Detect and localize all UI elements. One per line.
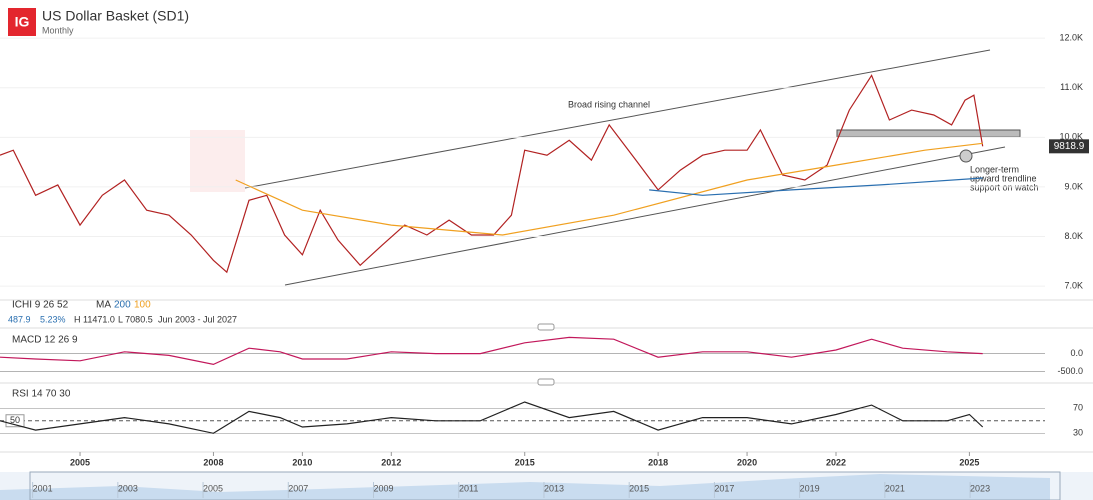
series-line	[235, 142, 983, 236]
indicator-label: MACD 12 26 9	[12, 335, 78, 346]
y-tick-label: 8.0K	[1064, 231, 1083, 241]
y-tick-label: 10.0K	[1059, 132, 1083, 142]
y-tick-label: 7.0K	[1064, 280, 1083, 290]
x-tick-label: 2022	[826, 457, 846, 467]
x-tick-label: 2020	[737, 457, 757, 467]
y-tick-label: 12.0K	[1059, 33, 1083, 43]
chart-title: US Dollar Basket (SD1)	[42, 8, 189, 24]
navigator-label: 2001	[33, 483, 53, 493]
ichimoku-cloud	[190, 130, 245, 192]
channel-upper	[244, 49, 991, 189]
ma-period: 100	[134, 300, 151, 311]
navigator-label: 2015	[629, 483, 649, 493]
support-zone	[836, 129, 1021, 138]
series-line	[649, 177, 983, 196]
navigator-label: 2019	[800, 483, 820, 493]
x-tick-label: 2005	[70, 457, 90, 467]
navigator-label: 2013	[544, 483, 564, 493]
stat: 487.9	[8, 314, 31, 324]
indicator-label: MA	[96, 300, 111, 311]
indicator-label: ICHI 9 26 52	[12, 300, 69, 311]
navigator-label: 2017	[714, 483, 734, 493]
ma-period: 200	[114, 300, 131, 311]
trendline-marker	[959, 149, 973, 163]
x-tick-label: 2018	[648, 457, 668, 467]
navigator-label: 2021	[885, 483, 905, 493]
panel-handle[interactable]	[537, 323, 555, 331]
annotation: upward trendline	[970, 173, 1037, 183]
panel-handle[interactable]	[537, 378, 555, 386]
navigator-label: 2009	[373, 483, 393, 493]
y-tick-label: 9.0K	[1064, 181, 1083, 191]
x-tick-label: 2015	[515, 457, 535, 467]
x-tick-label: 2012	[381, 457, 401, 467]
logo-text: IG	[15, 14, 30, 30]
series-line	[0, 401, 984, 434]
annotation: Longer-term	[970, 164, 1019, 174]
navigator-label: 2011	[459, 483, 478, 493]
navigator-label: 2023	[970, 483, 990, 493]
y-tick-label: 0.0	[1070, 348, 1083, 358]
indicator-label: RSI 14 70 30	[12, 389, 71, 400]
navigator-window[interactable]	[29, 471, 1061, 500]
stat: H 11471.0	[74, 314, 115, 324]
last-price-tag	[1049, 139, 1089, 154]
y-tick-label: 11.0K	[1060, 82, 1083, 92]
y-tick-label: -500.0	[1057, 366, 1083, 376]
annotation: Broad rising channel	[568, 99, 650, 109]
series-line	[0, 336, 983, 366]
logo	[8, 8, 36, 36]
stat: L 7080.5	[118, 314, 153, 324]
x-tick-label: 2010	[292, 457, 312, 467]
last-price: 9818.9	[1054, 141, 1085, 152]
y-tick-label: 70	[1073, 403, 1083, 413]
chart-subtitle: Monthly	[42, 25, 74, 35]
mid-label: 50	[10, 415, 20, 425]
stat: 5.23%	[40, 314, 66, 324]
x-tick-label: 2008	[203, 457, 223, 467]
channel-lower	[284, 146, 1006, 286]
y-tick-label: 30	[1073, 428, 1083, 438]
x-tick-label: 2025	[959, 457, 979, 467]
navigator-area	[0, 474, 1050, 500]
navigator-label: 2003	[118, 483, 138, 493]
stat: Jun 2003 - Jul 2027	[158, 314, 237, 324]
series-line	[0, 74, 984, 274]
navigator-label: 2007	[288, 483, 308, 493]
navigator-label: 2005	[203, 483, 223, 493]
